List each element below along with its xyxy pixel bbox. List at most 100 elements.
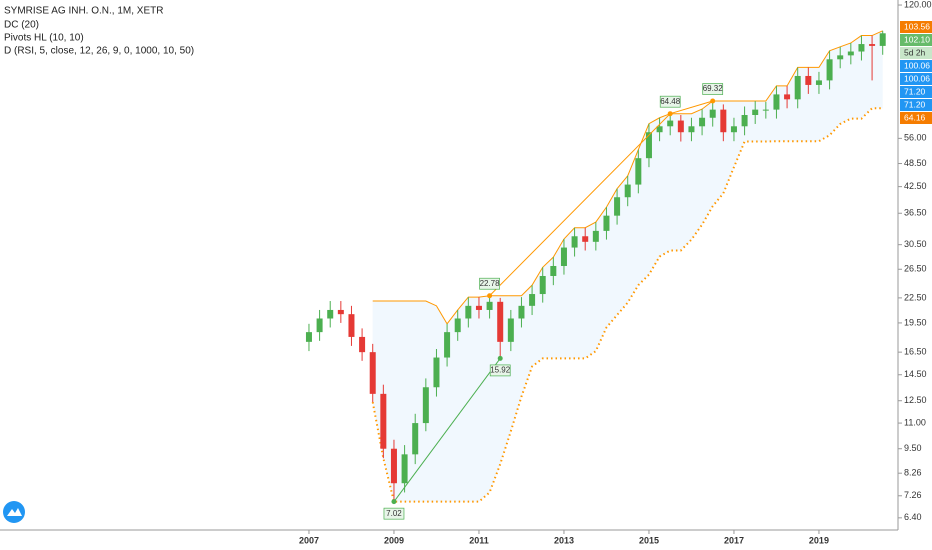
candle-body [560,247,567,266]
candle-body [699,117,706,127]
candle-body [390,448,397,484]
x-tick-label: 2007 [299,535,319,545]
candle-body [847,51,854,56]
candle-body [571,236,578,248]
candle-body [412,423,419,455]
candle-body [773,94,780,110]
candle-body [369,352,376,394]
price-badge-label: 102.10 [904,34,930,44]
candle-body [614,197,621,216]
price-badge [900,112,932,124]
candle-body [688,126,695,133]
pivot-label-box [659,95,681,108]
logo[interactable] [3,501,25,523]
dc-lower [371,107,883,503]
pivot-dot [391,499,397,505]
pivot-label: 7.02 [386,509,402,518]
candle-body [507,318,514,342]
candle-body [794,75,801,100]
pivot-label-box [479,277,500,290]
pivot-dot [497,355,503,361]
y-tick-label: 26.50 [904,264,927,274]
pivot-label-box [489,364,511,377]
y-tick-label: 30.50 [904,239,927,249]
candle-body [656,126,663,133]
candle-body [879,33,886,46]
price-badge [900,34,932,46]
pivot-label-box [383,507,405,520]
pivot-label: 64.48 [660,97,681,106]
x-tick-label: 2011 [469,535,489,545]
pivot-label: 22.78 [480,279,501,288]
price-badge [900,47,932,59]
candle-body [730,126,737,133]
y-tick-label: 12.50 [904,395,927,405]
price-badge-label: 5d 2h [904,47,926,57]
y-tick-label: 22.50 [904,292,927,302]
pivot-label: 15.92 [490,366,511,375]
y-tick-label: 36.50 [904,208,927,218]
candle-body [762,109,769,111]
y-tick-label: 42.50 [904,181,927,191]
candle-body [550,265,557,276]
logo-icon[interactable] [7,508,22,516]
candle-body [784,94,791,100]
pivot-dot [667,111,673,117]
candle-body [539,275,546,295]
candle-body [709,109,716,118]
pivot-dot [487,293,493,299]
dc-fill [372,30,883,502]
candle-body [422,387,429,424]
candle-body [869,44,876,46]
y-tick-label: 48.50 [904,158,927,168]
price-badge [900,99,932,111]
price-badge-label: 100.06 [904,60,930,70]
price-badge-label: 103.56 [904,21,930,31]
candle-body [858,44,865,52]
candle-body [582,236,589,242]
y-tick-label: 120.00 [904,0,932,9]
candle-body [401,454,408,484]
y-tick-label: 11.00 [904,417,926,427]
candle-body [624,184,631,198]
candle-body [433,357,440,388]
candle-body [592,230,599,242]
price-badge-label: 71.20 [904,99,926,109]
candle-body [444,332,451,358]
candle-body [337,309,344,315]
candle-body [465,305,472,319]
price-badge [900,60,932,72]
candle-body [316,318,323,333]
candle-body [529,294,536,306]
candle-body [815,80,822,85]
candle-body [645,132,652,159]
candle-body [380,393,387,449]
price-badge [900,86,932,98]
price-badge [900,21,932,33]
x-tick-label: 2013 [554,535,574,545]
candle-body [677,120,684,133]
x-tick-label: 2019 [809,535,829,545]
candle-body [837,55,844,60]
pivot-label-box [702,83,724,95]
y-tick-label: 7.26 [904,490,922,500]
pivot-line [393,358,501,502]
price-badge [900,73,932,85]
candle-body [518,305,525,319]
candle-body [667,120,674,127]
x-tick-label: 2015 [639,535,659,545]
price-badge-label: 71.20 [904,86,926,96]
legend-symbol: SYMRISE AG INH. O.N., 1M, XETR [4,6,163,17]
candle-body [454,318,461,333]
y-tick-label: 16.50 [904,347,927,357]
candle-body [720,109,727,133]
y-tick-label: 14.50 [904,369,927,379]
x-tick-label: 2009 [384,535,404,545]
candle-body [348,314,355,337]
candle-body [359,336,366,353]
price-badge-label: 64.16 [904,112,926,122]
candle-body [635,158,642,185]
candle-body [752,109,759,116]
candle-body [826,59,833,81]
